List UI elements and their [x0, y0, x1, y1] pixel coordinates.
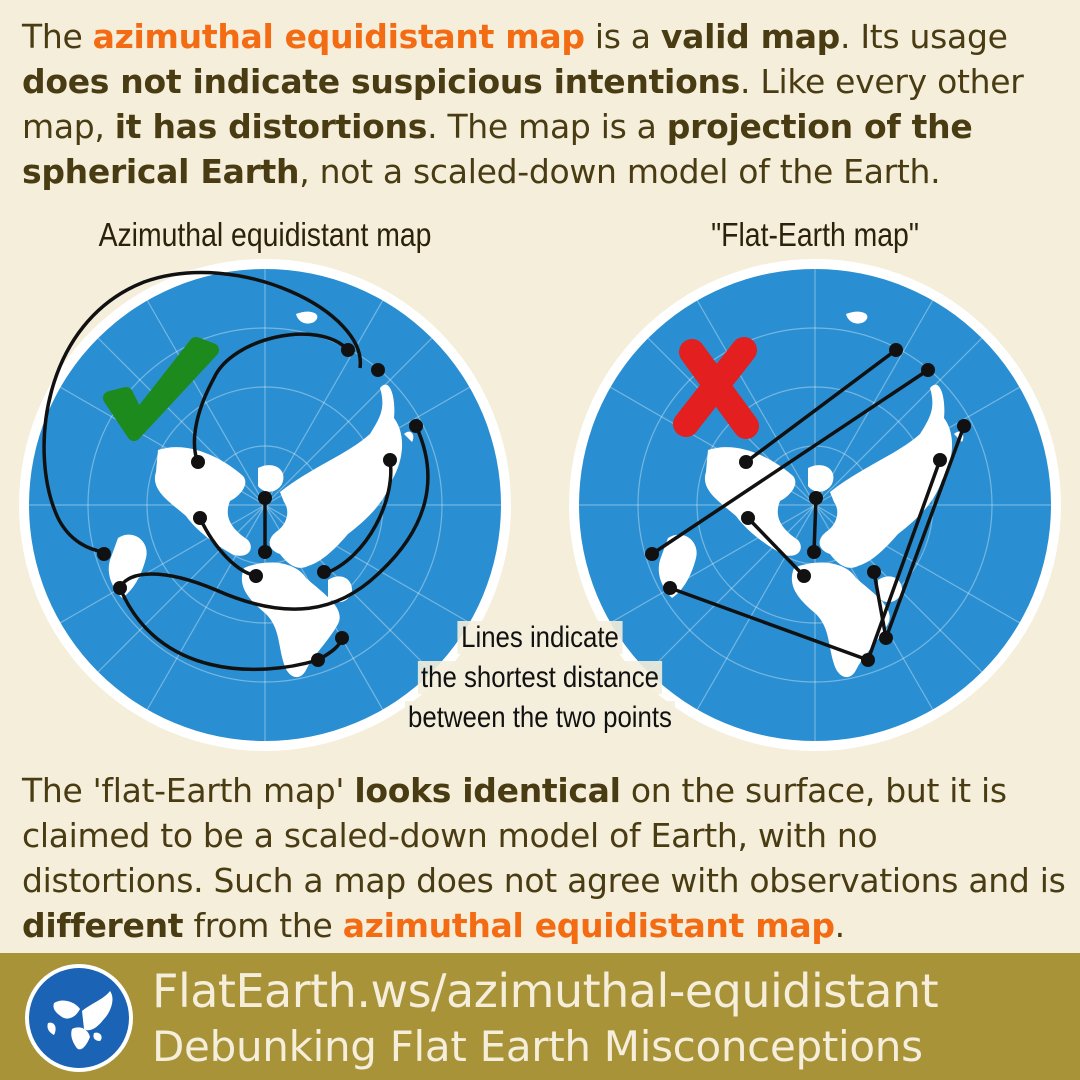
- intro-text: is a: [584, 17, 661, 56]
- outro-bold: looks identical: [354, 771, 621, 810]
- outro-text: on the surface, but it is claimed to be …: [22, 771, 1066, 900]
- route-points: [97, 343, 423, 667]
- outro-text: .: [834, 906, 846, 945]
- intro-text: . The map is a: [427, 107, 667, 146]
- great-circle-routes: [42, 270, 430, 672]
- straight-routes: [651, 348, 966, 662]
- intro-bold: valid map: [660, 17, 840, 56]
- intro-text: , not a scaled-down model of the Earth.: [299, 152, 941, 191]
- check-mark-icon: [103, 337, 219, 441]
- flat-earth-map-title: "Flat-Earth map": [711, 216, 919, 253]
- outro-text: The 'flat-Earth map': [22, 771, 355, 810]
- outro-highlight: azimuthal equidistant map: [342, 906, 835, 945]
- outro-text: from the: [183, 906, 343, 945]
- intro-bold: does not indicate suspicious intentions: [22, 62, 740, 101]
- intro-highlight: azimuthal equidistant map: [92, 17, 585, 56]
- intro-text: The: [22, 17, 93, 56]
- intro-bold: projection of the spherical Earth: [22, 107, 973, 191]
- intro-text: . Like every other map,: [22, 62, 1024, 146]
- intro-bold: it has distortions: [114, 107, 428, 146]
- footer-tagline: Debunking Flat Earth Misconceptions: [152, 1022, 923, 1071]
- intro-paragraph: The azimuthal equidistant map is a valid…: [22, 14, 1067, 194]
- footer-bar: [0, 953, 1080, 1080]
- intro-text: . Its usage: [840, 17, 1008, 56]
- outro-bold: different: [22, 906, 184, 945]
- outro-paragraph: The 'flat-Earth map' looks identical on …: [22, 768, 1067, 948]
- footer-url-link[interactable]: FlatEarth.ws/azimuthal-equidistant: [152, 964, 939, 1018]
- cross-mark-icon: [673, 337, 759, 439]
- flat-earth-map: [568, 258, 1062, 752]
- note-line: the shortest distance: [417, 661, 663, 694]
- azimuthal-equidistant-map: [18, 258, 512, 752]
- azimuthal-map-title: Azimuthal equidistant map: [98, 216, 432, 253]
- lines-explanation-note: Lines indicate the shortest distance bet…: [394, 618, 686, 738]
- route-points: [645, 343, 971, 667]
- note-line: between the two points: [404, 701, 676, 734]
- note-line: Lines indicate: [457, 621, 623, 654]
- globe-logo-icon: [25, 964, 133, 1072]
